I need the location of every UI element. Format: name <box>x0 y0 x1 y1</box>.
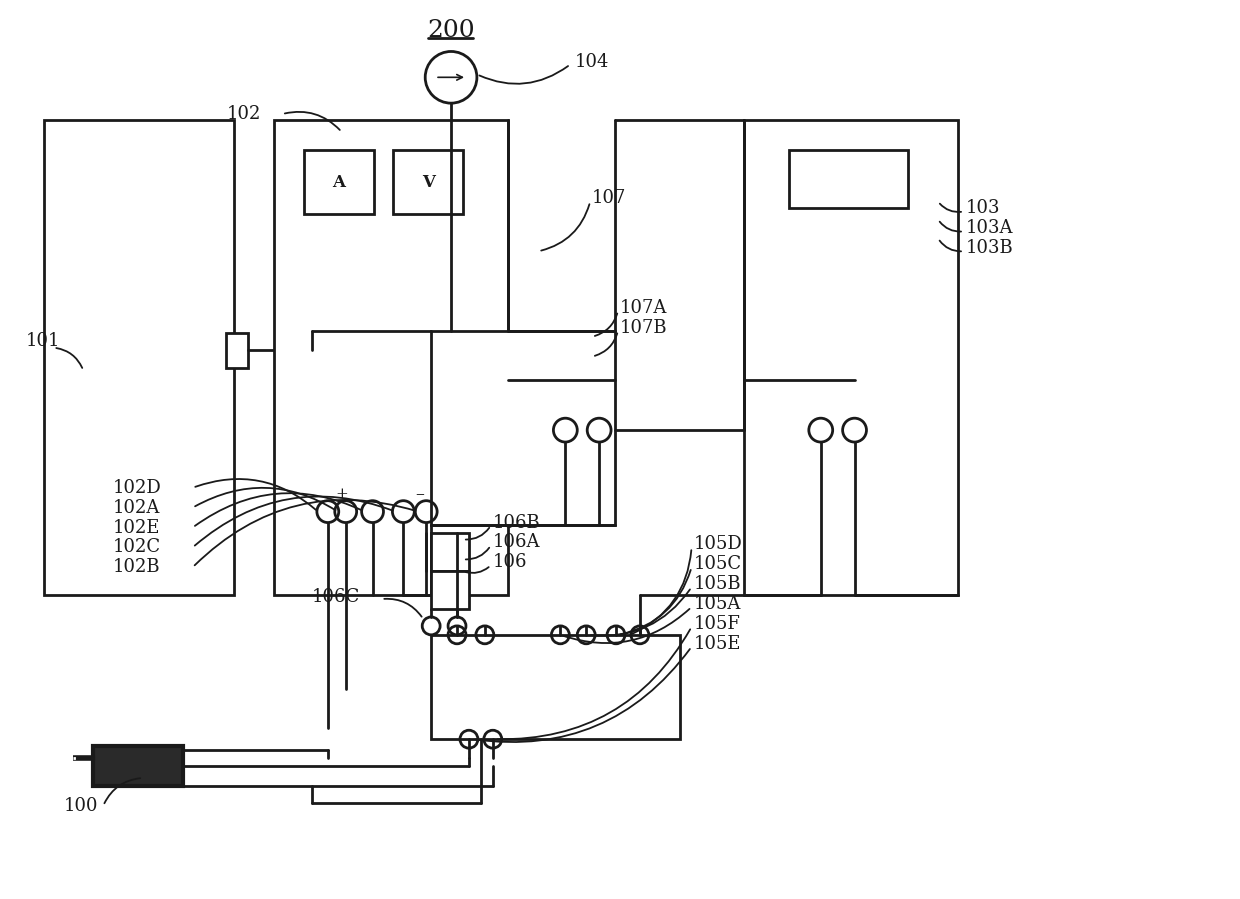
Text: +: + <box>335 486 348 501</box>
Text: 103: 103 <box>966 200 1001 218</box>
Bar <box>432 533 469 571</box>
Text: 102D: 102D <box>113 479 162 497</box>
Text: 105E: 105E <box>693 635 742 653</box>
Text: 105C: 105C <box>693 556 742 574</box>
Bar <box>274 120 507 595</box>
Text: 106C: 106C <box>312 588 360 606</box>
Text: 105B: 105B <box>693 575 742 593</box>
Text: 105F: 105F <box>693 615 740 633</box>
Text: 103B: 103B <box>966 239 1013 257</box>
Text: 102B: 102B <box>113 558 161 576</box>
Bar <box>432 331 615 524</box>
Bar <box>432 635 680 739</box>
Text: 105A: 105A <box>693 595 742 613</box>
Text: 107A: 107A <box>620 298 667 316</box>
Text: 106: 106 <box>492 553 527 571</box>
Bar <box>43 120 234 595</box>
Text: 102: 102 <box>227 105 260 123</box>
Text: 102A: 102A <box>113 499 160 517</box>
Text: –: – <box>415 485 424 503</box>
Bar <box>789 150 908 208</box>
Text: 106B: 106B <box>492 513 541 531</box>
Text: 102E: 102E <box>113 519 161 537</box>
Text: 200: 200 <box>428 19 475 42</box>
Text: 102C: 102C <box>113 539 161 556</box>
Text: 104: 104 <box>574 53 609 71</box>
Text: 107B: 107B <box>620 319 667 337</box>
Text: 105D: 105D <box>693 536 743 554</box>
Bar <box>744 120 957 595</box>
Text: V: V <box>422 174 435 191</box>
Text: 103A: 103A <box>966 219 1013 237</box>
Text: 106A: 106A <box>492 533 541 551</box>
Bar <box>432 571 469 609</box>
Bar <box>93 746 182 786</box>
Text: 107: 107 <box>593 189 626 207</box>
Text: 101: 101 <box>26 332 61 350</box>
Text: 100: 100 <box>63 797 98 814</box>
Text: A: A <box>332 174 345 191</box>
Bar <box>227 333 248 368</box>
Bar <box>304 150 373 215</box>
Bar <box>393 150 463 215</box>
